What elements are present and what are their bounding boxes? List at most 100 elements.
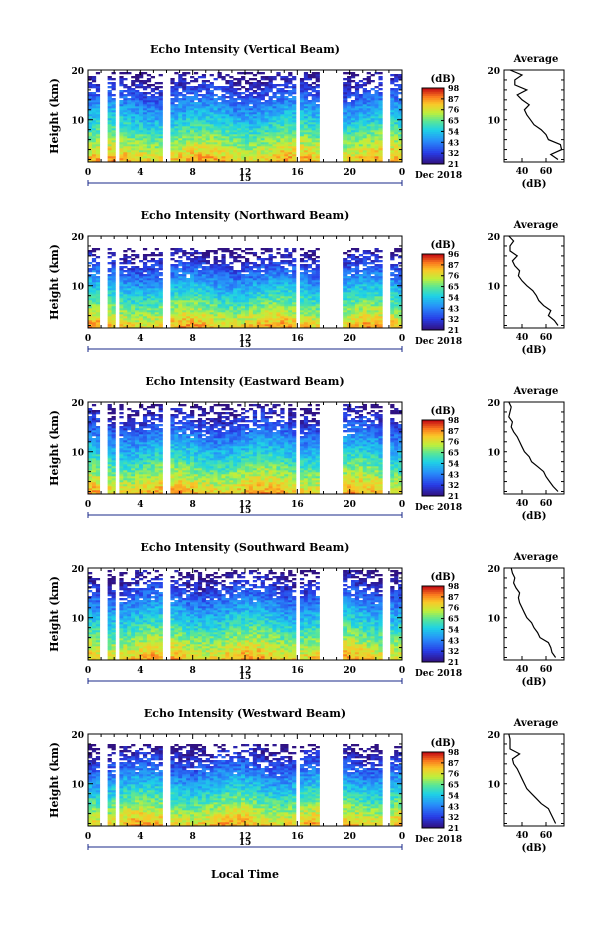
heatmap-cell [131,274,136,277]
heatmap-cell [354,304,360,307]
heatmap-cell [248,126,254,129]
heatmap-cell [252,96,258,99]
heatmap-cell [398,132,403,135]
heatmap-cell [178,288,183,291]
heatmap-cell [288,274,293,277]
heatmap-cell [299,306,305,309]
heatmap-cell [311,270,316,273]
heatmap-cell [245,262,250,265]
heatmap-cell [390,74,395,77]
heatmap-cell [158,142,163,145]
heatmap-cell [229,140,234,143]
heatmap-cell [205,316,210,319]
heatmap-cell [233,146,238,149]
heatmap-cell [241,102,246,105]
heatmap-cell [347,134,352,137]
heatmap-cell [354,308,360,311]
heatmap-cell [135,276,140,279]
heatmap-cell [170,316,175,319]
heatmap-cell [350,262,356,265]
heatmap-cell [111,276,116,279]
heatmap-cell [131,314,136,317]
heatmap-cell [245,94,250,97]
heatmap-cell [213,152,218,155]
heatmap-cell [205,288,210,291]
heatmap-cell [229,298,234,301]
heatmap-cell [241,130,246,133]
heatmap-cell [256,310,261,313]
heatmap-cell [256,268,261,271]
heatmap-cell [374,86,379,89]
heatmap-cell [233,156,238,159]
average-profile-line [509,69,563,160]
heatmap-cell [284,100,289,103]
heatmap-cell [107,124,112,127]
heatmap-cell [182,316,187,319]
heatmap-cell [154,268,159,271]
heatmap-cell [347,72,352,75]
heatmap-cell [225,74,230,77]
heatmap-cell [146,284,152,287]
heatmap-cell [142,270,148,273]
heatmap-cell [135,144,140,147]
heatmap-cell [91,108,97,111]
heatmap-cell [252,114,258,117]
heatmap-cell [139,104,144,107]
heatmap-cell [95,86,101,89]
heatmap-cell [154,324,159,327]
heatmap-cell [154,320,159,323]
heatmap-cell [237,142,242,145]
heatmap-cell [193,272,199,275]
heatmap-cell [197,146,203,149]
heatmap-cell [209,92,214,95]
heatmap-cell [88,120,93,123]
heatmap-cell [248,130,254,133]
heatmap-cell [307,114,313,117]
heatmap-cell [366,284,371,287]
heatmap-cell [142,92,148,95]
heatmap-cell [209,264,214,267]
heatmap-cell [123,156,128,159]
heatmap-cell [311,292,316,295]
heatmap-cell [197,260,203,263]
heatmap-cell [193,310,199,313]
heatmap-cell [158,318,163,321]
heatmap-cell [366,326,371,329]
heatmap-cell [88,132,93,135]
heatmap-cell [178,126,183,129]
heatmap-cell [280,106,285,109]
heatmap-cell [280,308,285,311]
heatmap-cell [190,104,195,107]
heatmap-cell [182,126,187,129]
heatmap-cell [91,112,97,115]
heatmap-cell [303,288,309,291]
heatmap-cell [197,288,203,291]
heatmap-cell [358,316,364,319]
heatmap-cell [268,296,273,299]
heatmap-cell [343,150,348,153]
heatmap-cell [131,120,136,123]
heatmap-cell [193,266,199,269]
heatmap-cell [229,302,234,305]
heatmap-cell [374,314,379,317]
heatmap-cell [358,118,364,121]
heatmap-cell [205,304,210,307]
avg-x-tick-label: 60 [540,167,553,177]
heatmap-cell [272,266,277,269]
heatmap-cell [245,114,250,117]
heatmap-cell [91,86,97,89]
heatmap-cell [237,134,242,137]
heatmap-cell [292,118,297,121]
heatmap-cell [303,148,309,151]
heatmap-cell [299,92,305,95]
heatmap-cell [201,278,207,281]
heatmap-cell [303,146,309,149]
heatmap-cell [272,308,277,311]
heatmap-cell [374,98,379,101]
heatmap-cell [370,254,375,257]
heatmap-cell [123,250,128,253]
heatmap-cell [190,114,195,117]
heatmap-cell [288,140,293,143]
heatmap-cell [354,152,360,155]
heatmap-cell [127,120,132,123]
